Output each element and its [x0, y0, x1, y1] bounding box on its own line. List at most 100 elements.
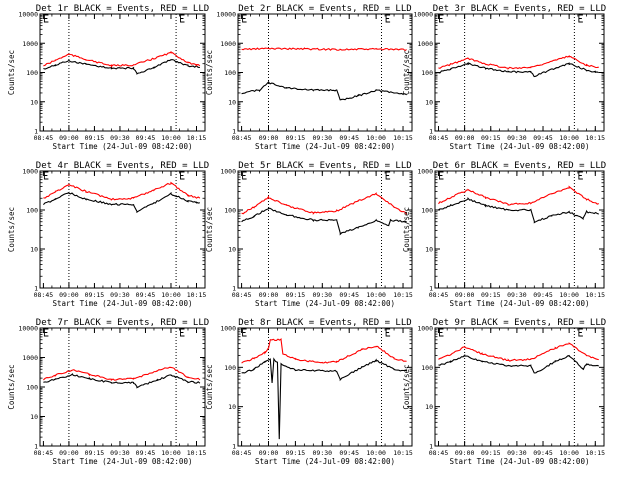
e-marker: [180, 328, 185, 337]
x-axis-label: Start Time (24-Jul-09 08:42:00): [53, 457, 193, 466]
x-axis-label: Start Time (24-Jul-09 08:42:00): [255, 299, 395, 308]
x-axis-label: Start Time (24-Jul-09 08:42:00): [450, 457, 590, 466]
x-tick-label: 09:15: [481, 134, 501, 142]
series-lld: [241, 47, 407, 52]
x-tick-label: 08:45: [429, 134, 449, 142]
series-events: [241, 357, 407, 440]
x-tick-label: 10:00: [559, 291, 579, 299]
x-tick-label: 10:15: [585, 291, 605, 299]
y-tick-label: 10: [30, 246, 38, 254]
y-tick-label: 1: [34, 285, 38, 293]
x-tick-label: 09:45: [533, 449, 553, 457]
x-tick-label: 09:15: [286, 449, 306, 457]
panel-det-2: Det 2r BLACK = Events, RED = LLD 1 10 100 10…: [205, 4, 413, 151]
x-axis-label: Start Time (24-Jul-09 08:42:00): [255, 457, 395, 466]
series-events: [241, 80, 407, 101]
y-tick-label: 10: [228, 98, 236, 106]
x-tick-label: 09:30: [507, 291, 527, 299]
e-marker: [439, 14, 444, 23]
x-tick-label: 09:30: [313, 291, 333, 299]
y-tick-label: 1000: [417, 168, 433, 176]
panel-det-3: Det 3r BLACK = Events, RED = LLD 1 10 100 10…: [402, 4, 606, 151]
plot-frame: [237, 327, 413, 447]
series-events: [43, 59, 200, 75]
y-axis-label: Counts/sec: [7, 50, 16, 95]
y-axis-label: Counts/sec: [205, 364, 214, 409]
panel-det-9: Det 9r BLACK = Events, RED = LLD 1 10 100 10…: [402, 318, 606, 466]
y-tick-label: 1000: [22, 168, 38, 176]
panel-title: Det 5r BLACK = Events, RED = LLD: [238, 161, 411, 171]
series-events: [438, 353, 599, 374]
y-axis-label: Counts/sec: [402, 207, 411, 252]
x-tick-label: 09:30: [110, 449, 130, 457]
series-lld: [438, 55, 599, 70]
panel-det-5: Det 5r BLACK = Events, RED = LLD 1 10 100 10…: [205, 161, 413, 308]
y-axis-label: Counts/sec: [7, 207, 16, 252]
y-tick-label: 10: [228, 403, 236, 411]
x-tick-label: 09:15: [85, 291, 105, 299]
e-marker: [439, 171, 444, 180]
panel-title: Det 9r BLACK = Events, RED = LLD: [433, 318, 606, 328]
x-tick-label: 10:15: [393, 134, 413, 142]
y-tick-label: 10: [425, 98, 433, 106]
y-tick-label: 1000: [22, 40, 38, 48]
panel-det-6: Det 6r BLACK = Events, RED = LLD 1 10 100 10…: [402, 161, 606, 308]
x-tick-label: 08:45: [429, 449, 449, 457]
x-tick-label: 09:00: [455, 449, 475, 457]
y-tick-label: 100: [421, 69, 433, 77]
x-tick-label: 09:30: [110, 291, 130, 299]
x-tick-label: 08:45: [34, 291, 54, 299]
x-axis-label: Start Time (24-Jul-09 08:42:00): [450, 142, 590, 151]
x-tick-label: 09:15: [481, 291, 501, 299]
x-tick-label: 10:00: [366, 291, 386, 299]
panel-det-4: Det 4r BLACK = Events, RED = LLD 1 10 100 10…: [7, 161, 209, 308]
series-lld: [43, 50, 201, 68]
plot-frame: [39, 170, 206, 289]
series-lld: [43, 366, 201, 382]
e-marker: [385, 171, 391, 180]
panel-title: Det 7r BLACK = Events, RED = LLD: [36, 318, 209, 328]
y-axis-label: Counts/sec: [7, 364, 16, 409]
x-tick-label: 09:30: [507, 134, 527, 142]
y-tick-label: 100: [421, 364, 433, 372]
x-tick-label: 08:45: [429, 291, 449, 299]
e-marker: [242, 14, 247, 23]
x-tick-label: 10:15: [187, 134, 207, 142]
series-lld: [241, 192, 408, 215]
x-tick-label: 09:45: [533, 291, 553, 299]
panel-title: Det 4r BLACK = Events, RED = LLD: [36, 161, 209, 171]
y-tick-label: 1: [232, 443, 236, 451]
e-marker: [439, 328, 444, 337]
y-tick-label: 10000: [18, 325, 38, 333]
x-tick-label: 09:30: [313, 134, 333, 142]
x-tick-label: 09:00: [455, 134, 475, 142]
x-tick-label: 10:15: [393, 291, 413, 299]
x-tick-label: 09:30: [507, 449, 527, 457]
e-marker: [385, 328, 391, 337]
x-tick-label: 08:45: [232, 134, 252, 142]
series-lld: [438, 185, 599, 206]
series-lld: [438, 342, 599, 362]
y-tick-label: 1000: [220, 325, 236, 333]
x-tick-label: 09:45: [136, 134, 156, 142]
y-tick-label: 1000: [417, 40, 433, 48]
y-tick-label: 1000: [220, 168, 236, 176]
x-tick-label: 08:45: [34, 134, 54, 142]
y-axis-label: Counts/sec: [402, 364, 411, 409]
e-marker: [578, 328, 583, 337]
y-tick-label: 1: [429, 443, 433, 451]
y-tick-label: 10: [30, 413, 38, 421]
y-tick-label: 10: [425, 403, 433, 411]
x-tick-label: 09:45: [136, 449, 156, 457]
y-tick-label: 1000: [417, 325, 433, 333]
x-tick-label: 10:00: [366, 449, 386, 457]
e-marker: [242, 171, 247, 180]
x-tick-label: 09:00: [59, 134, 79, 142]
x-tick-label: 09:00: [259, 134, 279, 142]
e-marker: [242, 328, 247, 337]
y-tick-label: 10: [30, 98, 38, 106]
x-tick-label: 09:30: [313, 449, 333, 457]
x-tick-label: 09:00: [59, 449, 79, 457]
y-tick-label: 100: [26, 207, 38, 215]
